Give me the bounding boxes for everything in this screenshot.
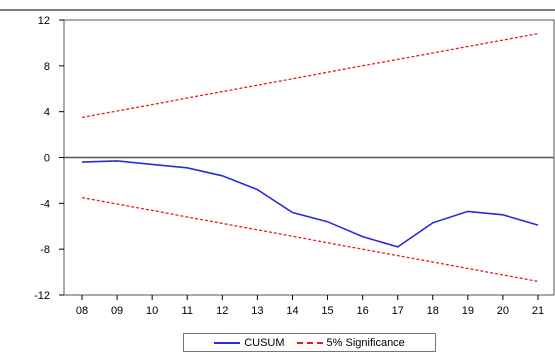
legend-item-significance: 5% Significance: [296, 336, 405, 349]
x-tick-label: 19: [462, 305, 474, 317]
significance-line-2: [81, 196, 539, 283]
x-tick-label: 08: [76, 305, 88, 317]
y-axis: 12 8 4 0 -4 -8 -12: [34, 15, 64, 302]
x-tick-label: 18: [427, 305, 439, 317]
cusum-swatch: [214, 341, 241, 344]
series-layer: [81, 32, 539, 283]
x-tick-label: 11: [182, 305, 193, 317]
x-tick-label: 15: [321, 305, 333, 317]
x-tick-label: 10: [146, 305, 158, 317]
y-tick-label: 0: [44, 153, 50, 165]
cusum-line: [81, 160, 539, 248]
legend: CUSUM 5% Significance: [183, 333, 436, 352]
significance-swatch: [296, 341, 323, 344]
legend-label-significance: 5% Significance: [326, 336, 405, 349]
x-tick-label: 09: [111, 305, 123, 317]
y-tick-label: 4: [44, 107, 50, 119]
x-tick-label: 16: [356, 305, 368, 317]
x-axis: 08 09 10 11 12 13 14 15 16 17 18 19 20 21: [76, 295, 544, 317]
y-tick-label: 12: [38, 15, 50, 27]
x-tick-label: 12: [216, 305, 228, 317]
y-tick-label: -4: [40, 198, 50, 210]
x-tick-label: 20: [497, 305, 509, 317]
legend-item-cusum: CUSUM: [214, 336, 285, 349]
x-tick-label: 13: [251, 305, 263, 317]
legend-label-cusum: CUSUM: [244, 336, 285, 349]
y-tick-label: -12: [34, 290, 50, 302]
significance-line-1: [81, 32, 539, 119]
x-tick-label: 17: [392, 305, 404, 317]
x-tick-label: 14: [286, 305, 298, 317]
y-tick-label: -8: [40, 244, 50, 256]
x-tick-label: 21: [532, 305, 544, 317]
y-tick-label: 8: [44, 61, 50, 73]
